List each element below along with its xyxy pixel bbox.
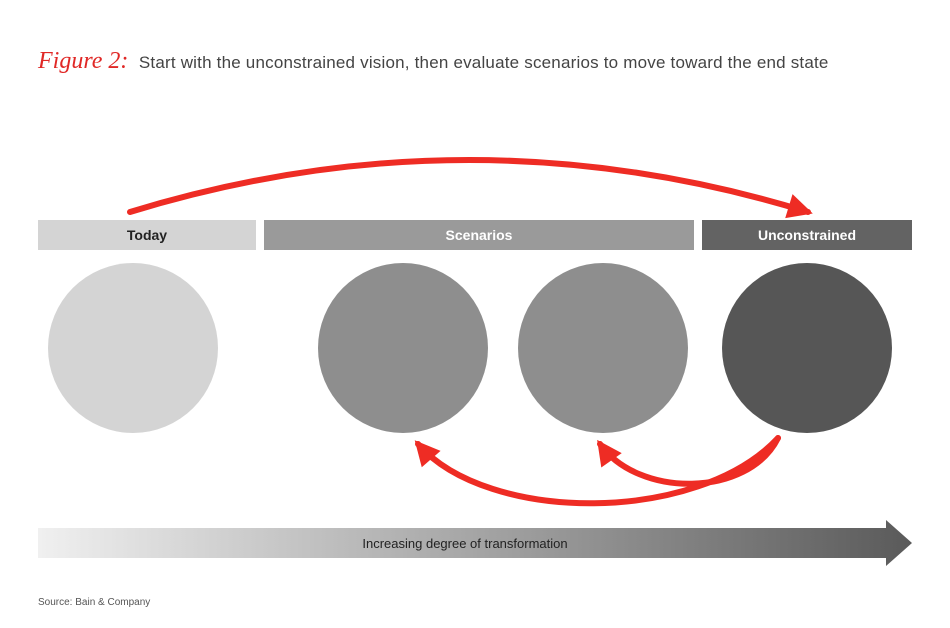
figure-label: Figure 2: [38,48,128,74]
diagram: Today Scenarios Unconstrained Increasing de… [38,110,912,580]
back-arrow-0 [418,438,778,503]
figure-caption: Start with the unconstrained vision, the… [139,53,829,72]
header-bar-label-1: Scenarios [446,227,513,243]
header-bar-label-2: Unconstrained [758,227,856,243]
state-circle-1 [318,263,488,433]
page: Figure 2: Start with the unconstrained v… [0,0,950,628]
source-text: Source: Bain & Company [38,597,150,608]
top-arrow [130,160,808,212]
state-circle-0 [48,263,218,433]
header-bar-label-0: Today [127,227,167,243]
figure-title: Figure 2: Start with the unconstrained v… [38,48,912,75]
state-circle-2 [518,263,688,433]
state-circle-3 [722,263,892,433]
gradient-arrow-label: Increasing degree of transformation [362,536,567,551]
